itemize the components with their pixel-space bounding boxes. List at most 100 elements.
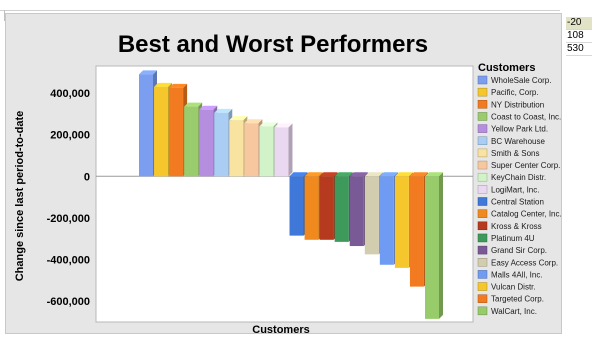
legend-title: Customers	[478, 62, 535, 74]
legend-swatch	[477, 209, 488, 218]
top-border-tick	[4, 10, 5, 21]
legend-label: WholeSale Corp.	[491, 76, 551, 85]
legend-entry: Super Center Corp.	[477, 160, 560, 170]
bar	[274, 123, 293, 177]
bar-top	[289, 172, 308, 177]
bar-front	[184, 106, 199, 177]
legend-swatch	[477, 124, 488, 133]
legend-entry: Smith & Sons	[477, 148, 539, 158]
legend-label: Easy Access Corp.	[491, 258, 558, 267]
chart-title: Best and Worst Performers	[118, 31, 428, 58]
legend-entry: WalCart, Inc.	[477, 306, 537, 316]
legend-label: Kross & Kross	[491, 222, 542, 231]
legend-label: NY Distribution	[491, 100, 544, 109]
bar-front	[274, 127, 289, 177]
y-tick-label: -400,000	[47, 255, 90, 267]
legend-label: Central Station	[491, 198, 544, 207]
bar-top	[169, 83, 188, 88]
bar-side	[288, 123, 293, 177]
legend-label: Pacific, Corp.	[491, 88, 539, 97]
legend-swatch	[477, 233, 488, 243]
bar-side	[439, 172, 443, 319]
legend-label: Malls 4All, Inc.	[491, 270, 543, 279]
bar-top	[349, 172, 368, 177]
legend-swatch	[477, 306, 488, 316]
legend-entry: Platinum 4U	[477, 233, 535, 243]
side-cell: 530	[566, 43, 592, 56]
legend-swatch	[477, 185, 488, 194]
legend-entry: LogiMart, Inc.	[477, 185, 539, 194]
legend-entry: Easy Access Corp.	[477, 258, 558, 267]
legend-entry: Yellow Park Ltd.	[477, 124, 548, 134]
legend-entry: BC Warehouse	[477, 136, 546, 146]
legend-label: Targeted Corp.	[491, 295, 544, 304]
legend-entry: Pacific, Corp.	[477, 87, 539, 97]
bar	[425, 172, 443, 319]
legend-swatch	[477, 112, 488, 121]
legend-entry: Vulcan Distr.	[477, 282, 536, 292]
y-tick-label: 0	[84, 171, 90, 183]
y-axis-ticks: 400,000 200,000 0 -200,000 -400,000 -600,000	[47, 88, 90, 308]
bar-front	[425, 176, 439, 319]
legend-swatch	[477, 100, 488, 109]
legend-entry: Malls 4All, Inc.	[477, 270, 543, 279]
legend-swatch	[477, 282, 488, 291]
bar-front	[379, 176, 394, 265]
bar-front	[229, 120, 244, 177]
legend-label: Smith & Sons	[491, 149, 539, 158]
legend-entry: Catalog Center, Inc.	[477, 209, 562, 219]
bar-top	[244, 119, 263, 124]
bar-top	[229, 116, 248, 121]
legend-label: Coast to Coast, Inc.	[491, 112, 561, 121]
top-border-line	[0, 10, 560, 21]
bar-top	[259, 122, 278, 127]
legend-swatch	[477, 148, 488, 158]
bar-front	[409, 176, 424, 287]
legend: WholeSale Corp. Pacific, Corp. NY Distribu…	[477, 75, 562, 316]
bar-front	[169, 87, 184, 177]
y-tick-label: 400,000	[50, 88, 90, 100]
bar-front	[349, 176, 364, 247]
legend-swatch	[477, 172, 488, 182]
bar-front	[154, 86, 169, 177]
bar-top	[409, 172, 428, 177]
legend-entry: Coast to Coast, Inc.	[477, 112, 561, 121]
bar-front	[364, 176, 379, 255]
legend-swatch	[477, 221, 488, 231]
side-cell-column: -20 108 530	[566, 17, 592, 56]
legend-swatch	[477, 75, 488, 85]
bar-front	[304, 176, 319, 240]
legend-swatch	[477, 197, 488, 206]
bar-top	[394, 172, 413, 177]
bar-front	[334, 176, 349, 242]
legend-label: Vulcan Distr.	[491, 283, 536, 292]
bar-front	[244, 123, 259, 177]
bar-top	[139, 70, 157, 75]
legend-entry: Grand Sir Corp.	[477, 245, 547, 255]
plot-area	[95, 65, 474, 323]
bar-front	[319, 176, 334, 240]
legend-swatch	[477, 160, 488, 170]
legend-label: BC Warehouse	[491, 137, 546, 146]
legend-swatch	[477, 270, 488, 279]
legend-label: Super Center Corp.	[491, 161, 560, 170]
legend-entry: Kross & Kross	[477, 221, 542, 231]
side-cell: 108	[566, 30, 592, 43]
y-tick-label: -200,000	[47, 213, 90, 225]
legend-entry: KeyChain Distr.	[477, 172, 546, 182]
bar-top	[364, 172, 383, 177]
legend-entry: Targeted Corp.	[477, 294, 544, 304]
x-axis-label: Customers	[252, 324, 309, 336]
bar-front	[259, 126, 274, 177]
legend-label: Yellow Park Ltd.	[491, 125, 548, 134]
legend-swatch	[477, 136, 488, 145]
bar-top	[199, 105, 218, 110]
legend-entry: WholeSale Corp.	[477, 75, 551, 85]
bar-top	[184, 102, 203, 107]
legend-label: Catalog Center, Inc.	[491, 210, 562, 219]
bar-top	[334, 172, 353, 177]
legend-swatch	[477, 87, 488, 97]
bar-front	[199, 109, 214, 177]
y-tick-label: 200,000	[50, 130, 90, 142]
legend-entry: Central Station	[477, 197, 544, 207]
